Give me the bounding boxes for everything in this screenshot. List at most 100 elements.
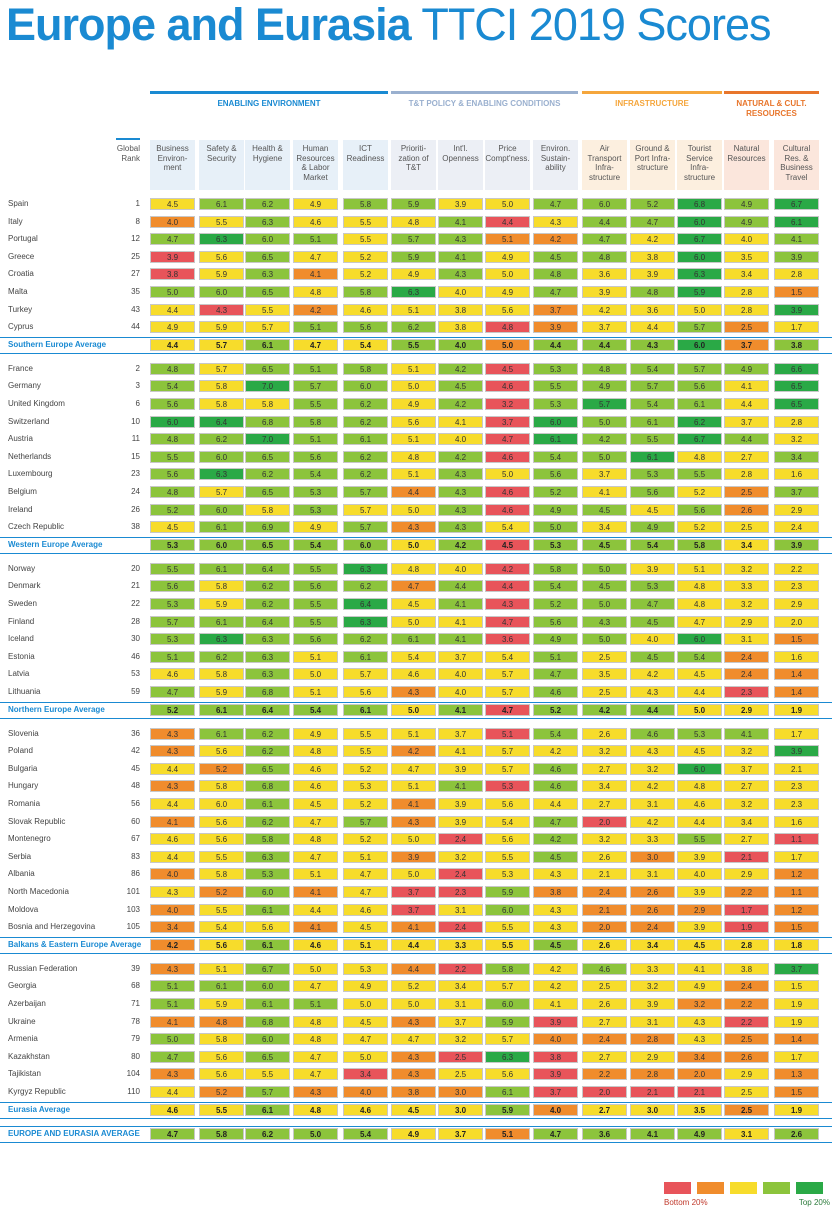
score-cell: 4.1 (438, 703, 483, 716)
score-cell: 4.6 (485, 486, 530, 498)
score-cell: 4.5 (438, 380, 483, 393)
score-cell: 2.5 (724, 486, 769, 498)
score-cell: 6.7 (245, 962, 290, 975)
score-cell: 2.5 (582, 686, 627, 698)
score-cell: 4.6 (293, 938, 338, 951)
score-cell: 6.1 (199, 562, 244, 575)
score-cell: 4.9 (724, 215, 769, 228)
score-cell: 2.8 (724, 303, 769, 316)
score-cell: 4.1 (677, 962, 722, 975)
score-cell: 4.7 (630, 598, 675, 610)
score-cell: 3.9 (677, 921, 722, 934)
score-cell: 2.8 (724, 468, 769, 481)
score-cell: 4.1 (533, 998, 578, 1010)
score-cell: 2.2 (724, 998, 769, 1010)
score-cell: 5.1 (533, 650, 578, 663)
global-rank: 36 (131, 728, 140, 738)
score-cell: 5.1 (485, 727, 530, 740)
score-cell: 4.0 (438, 668, 483, 681)
score-cell: 4.8 (582, 250, 627, 263)
score-cell: 4.2 (150, 938, 195, 951)
score-cell: 4.7 (293, 338, 338, 351)
score-cell: 4.6 (391, 668, 436, 681)
score-cell: 4.0 (533, 1033, 578, 1046)
score-cell: 4.4 (150, 303, 195, 316)
score-cell: 2.7 (724, 450, 769, 463)
score-cell: 4.7 (677, 615, 722, 628)
score-cell: 3.0 (630, 1103, 675, 1116)
score-cell: 5.6 (150, 580, 195, 593)
legend-swatch-high (763, 1182, 790, 1194)
score-cell: 2.8 (724, 938, 769, 951)
column-header-0: Business Environ-ment (150, 140, 195, 190)
score-cell: 3.9 (438, 762, 483, 775)
score-cell: 5.5 (293, 615, 338, 628)
legend-swatch-low (697, 1182, 724, 1194)
score-cell: 6.3 (245, 268, 290, 281)
score-cell: 3.3 (438, 938, 483, 951)
score-cell: 5.3 (630, 580, 675, 593)
score-cell: 6.1 (630, 415, 675, 428)
score-cell: 5.5 (150, 562, 195, 575)
score-cell: 4.6 (150, 833, 195, 846)
score-cell: 3.7 (438, 1015, 483, 1028)
score-cell: 4.4 (582, 215, 627, 228)
score-cell: 5.9 (485, 886, 530, 898)
score-cell: 4.0 (438, 686, 483, 698)
table-row: Kazakhstan 80 4.7 5.6 6.5 4.7 5.0 4.3 2.5 6.3 3.8 2… (0, 1049, 832, 1065)
table-row: Georgia 68 5.1 6.1 6.0 4.7 4.9 5.2 3.4 5.7 4.2 2.5 3… (0, 978, 832, 994)
score-cell: 2.4 (774, 521, 819, 534)
average-rule-top (0, 336, 832, 338)
global-rank: 26 (131, 504, 140, 514)
score-cell: 1.8 (774, 938, 819, 951)
score-cell: 4.9 (485, 286, 530, 298)
score-cell: 3.7 (724, 338, 769, 351)
score-cell: 6.1 (245, 1103, 290, 1116)
score-cell: 5.6 (293, 633, 338, 646)
score-cell: 4.0 (438, 338, 483, 351)
score-cell: 4.8 (677, 780, 722, 793)
group-header-3: NATURAL & CULT. RESOURCES (724, 91, 819, 131)
score-cell: 3.7 (533, 303, 578, 316)
score-cell: 5.8 (199, 668, 244, 681)
country-name: Netherlands (8, 451, 52, 461)
score-cell: 5.2 (150, 503, 195, 516)
score-cell: 5.7 (485, 668, 530, 681)
score-cell: 6.0 (245, 886, 290, 898)
score-cell: 6.1 (245, 938, 290, 951)
table-row: Slovenia 36 4.3 6.1 6.2 4.9 5.5 5.1 3.7 5.1 5.4 2.6… (0, 726, 832, 742)
column-header-11: Tourist Service Infra-structure (677, 140, 722, 190)
score-cell: 5.2 (677, 521, 722, 534)
score-cell: 5.5 (245, 1068, 290, 1081)
score-cell: 3.1 (630, 798, 675, 810)
score-cell: 5.1 (343, 850, 388, 863)
country-name: Serbia (8, 851, 32, 861)
score-cell: 4.4 (293, 903, 338, 916)
score-cell: 3.9 (150, 250, 195, 263)
score-cell: 3.7 (438, 650, 483, 663)
score-cell: 4.3 (391, 686, 436, 698)
score-cell: 5.4 (293, 703, 338, 716)
score-cell: 2.7 (582, 1103, 627, 1116)
score-cell: 6.0 (677, 633, 722, 646)
global-rank: 104 (126, 1069, 140, 1079)
score-cell: 3.6 (582, 1127, 627, 1140)
score-cell: 3.9 (630, 562, 675, 575)
country-name: Hungary (8, 781, 39, 791)
global-rank: 1 (135, 199, 140, 208)
score-cell: 5.4 (630, 362, 675, 375)
score-cell: 3.0 (630, 850, 675, 863)
global-rank: 10 (131, 416, 140, 426)
score-cell: 6.1 (199, 198, 244, 210)
table-row: Austria 11 4.8 6.2 7.0 5.1 6.1 5.1 4.0 4.7 6.1 4.2 5… (0, 431, 832, 447)
country-name: Western Europe Average (8, 539, 103, 549)
country-name: Russian Federation (8, 963, 78, 973)
score-cell: 5.9 (485, 1103, 530, 1116)
score-cell: 1.6 (774, 815, 819, 828)
score-cell: 4.6 (293, 215, 338, 228)
score-cell: 4.3 (293, 1086, 338, 1098)
global-rank: 12 (131, 234, 140, 244)
score-cell: 4.7 (343, 1033, 388, 1046)
table-row: Belgium 24 4.8 5.7 6.5 5.3 5.7 4.4 4.3 4.6 5.2 4.1 5… (0, 484, 832, 500)
score-cell: 4.7 (293, 1050, 338, 1063)
